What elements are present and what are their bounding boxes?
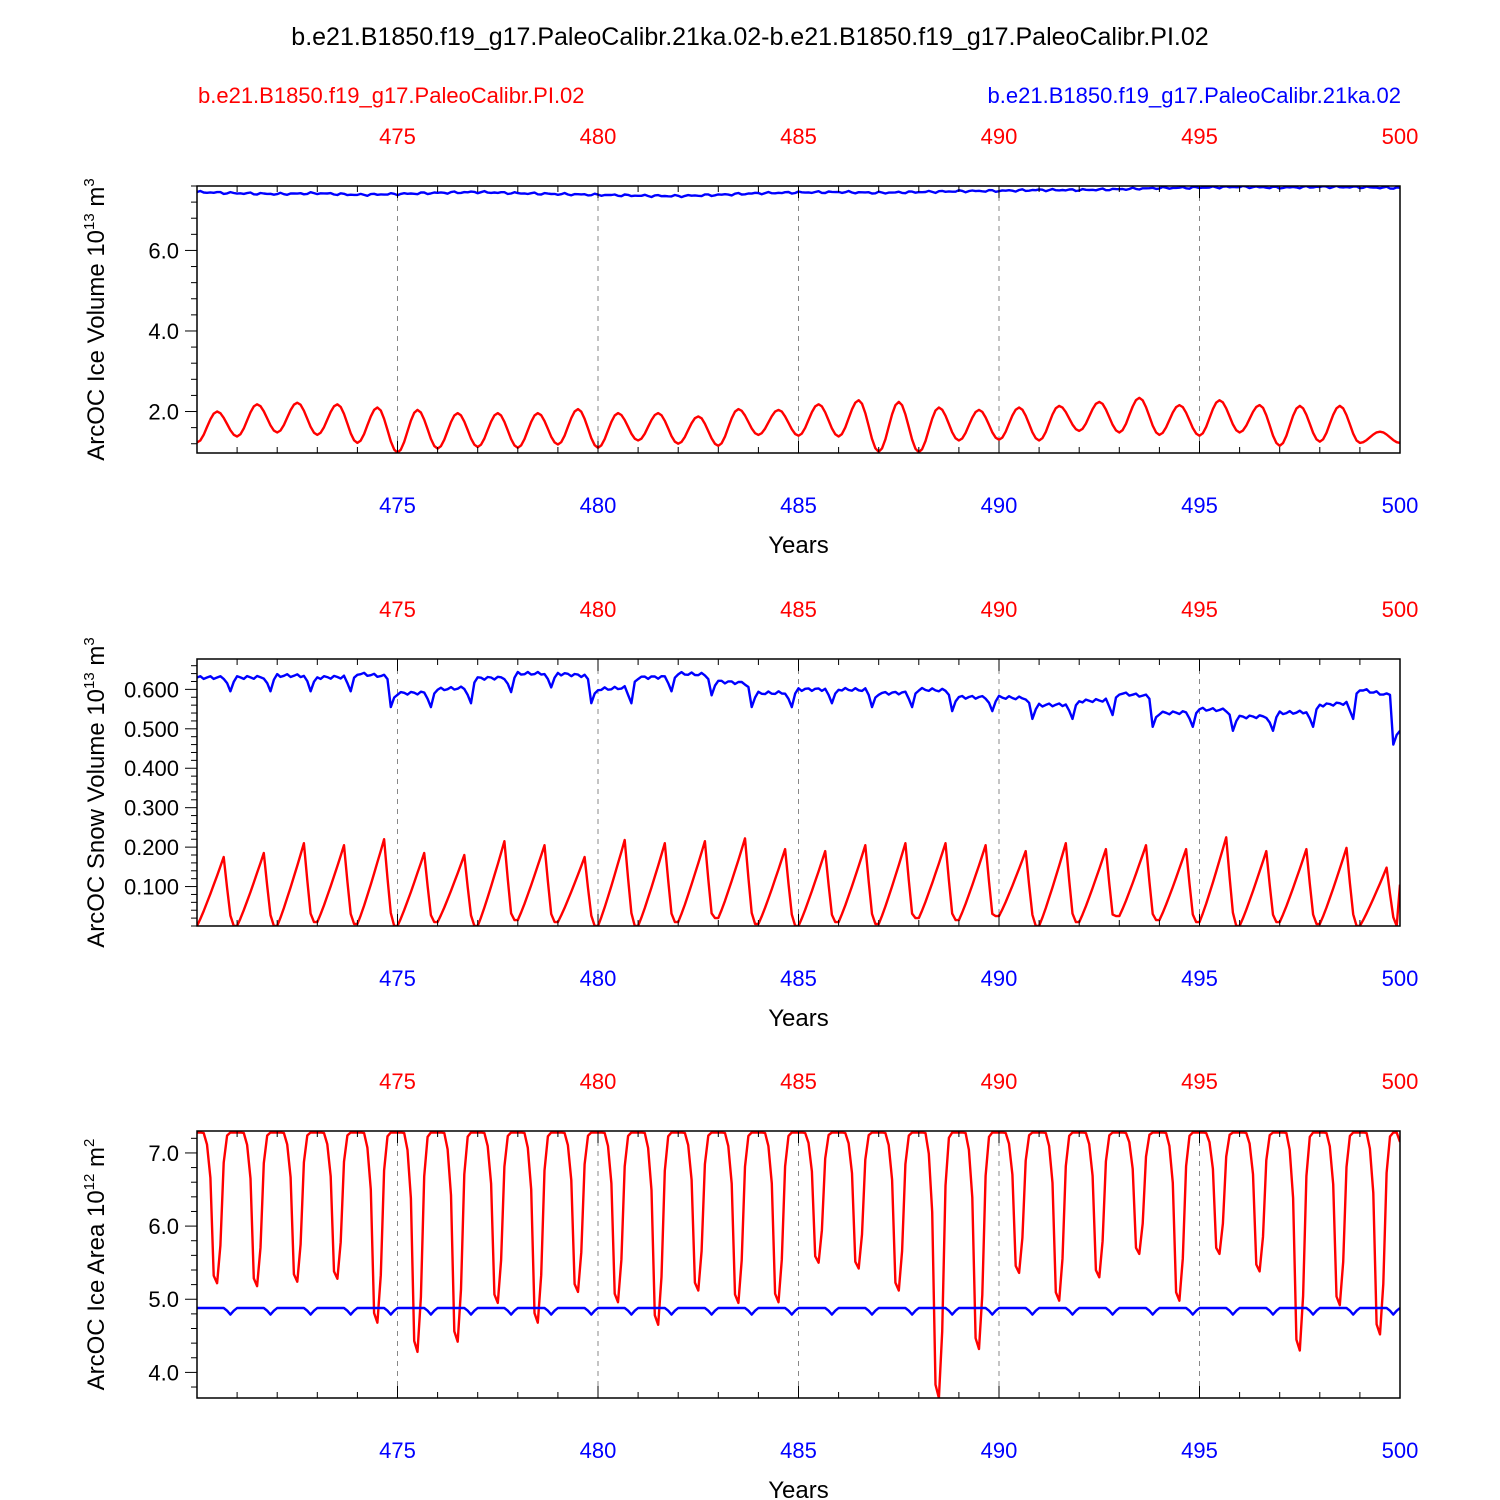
x-tick-label-top: 475 xyxy=(379,1069,416,1094)
x-tick-label-bottom: 480 xyxy=(580,966,617,991)
y-tick-label: 4.0 xyxy=(148,1360,179,1385)
x-tick-label-top: 480 xyxy=(580,597,617,622)
x-tick-label-top: 500 xyxy=(1382,597,1419,622)
y-tick-label: 0.300 xyxy=(124,796,179,821)
x-tick-label-bottom: 475 xyxy=(379,493,416,518)
x-tick-label-bottom: 500 xyxy=(1382,966,1419,991)
y-axis-title: ArcOC Ice Volume 1013 m3 xyxy=(81,178,110,460)
x-tick-label-top: 490 xyxy=(981,597,1018,622)
x-tick-label-bottom: 490 xyxy=(981,493,1018,518)
series-line-lgm xyxy=(197,1306,1400,1316)
x-tick-label-bottom: 480 xyxy=(580,1438,617,1463)
chart-panel-1: 2.0 4.0 6.0 475 475 480 480 485 485 490 490 495 495 5… xyxy=(81,124,1418,559)
x-tick-label-bottom: 500 xyxy=(1382,1438,1419,1463)
y-tick-label: 0.500 xyxy=(124,717,179,742)
y-tick-label: 0.200 xyxy=(124,835,179,860)
x-tick-label-top: 475 xyxy=(379,597,416,622)
x-tick-label-top: 480 xyxy=(580,1069,617,1094)
legend-label-pi: b.e21.B1850.f19_g17.PaleoCalibr.PI.02 xyxy=(198,83,585,108)
x-tick-label-bottom: 475 xyxy=(379,1438,416,1463)
x-tick-label-bottom: 475 xyxy=(379,966,416,991)
series-line-lgm xyxy=(197,670,1400,746)
y-tick-label: 5.0 xyxy=(148,1287,179,1312)
x-tick-label-top: 500 xyxy=(1382,1069,1419,1094)
x-tick-label-bottom: 485 xyxy=(780,493,817,518)
x-tick-label-bottom: 485 xyxy=(780,1438,817,1463)
y-tick-label: 6.0 xyxy=(148,238,179,263)
y-tick-label: 7.0 xyxy=(148,1141,179,1166)
x-tick-label-top: 490 xyxy=(981,1069,1018,1094)
x-tick-label-bottom: 480 xyxy=(580,493,617,518)
main-title: b.e21.B1850.f19_g17.PaleoCalibr.21ka.02-… xyxy=(291,23,1208,51)
x-tick-label-bottom: 495 xyxy=(1181,493,1218,518)
y-axis-title: ArcOC Ice Area 1012 m2 xyxy=(81,1139,110,1391)
x-tick-label-bottom: 500 xyxy=(1382,493,1419,518)
x-tick-label-top: 495 xyxy=(1181,124,1218,149)
y-tick-label: 6.0 xyxy=(148,1214,179,1239)
x-tick-label-bottom: 490 xyxy=(981,1438,1018,1463)
x-tick-label-top: 475 xyxy=(379,124,416,149)
x-tick-label-bottom: 490 xyxy=(981,966,1018,991)
x-axis-title: Years xyxy=(768,532,829,559)
x-tick-label-bottom: 495 xyxy=(1181,1438,1218,1463)
x-tick-label-top: 490 xyxy=(981,124,1018,149)
chart-panel-3: 4.0 5.0 6.0 7.0 475 475 480 480 485 485 490 490 495 4… xyxy=(81,1069,1418,1500)
x-tick-label-top: 495 xyxy=(1181,1069,1218,1094)
y-tick-label: 0.400 xyxy=(124,756,179,781)
x-tick-label-top: 485 xyxy=(780,597,817,622)
y-tick-label: 4.0 xyxy=(148,319,179,344)
legend-label-21ka: b.e21.B1850.f19_g17.PaleoCalibr.21ka.02 xyxy=(988,83,1401,108)
x-tick-label-top: 495 xyxy=(1181,597,1218,622)
y-axis-title: ArcOC Snow Volume 1013 m3 xyxy=(81,637,110,948)
y-tick-label: 0.600 xyxy=(124,677,179,702)
x-axis-title: Years xyxy=(768,1477,829,1500)
x-tick-label-top: 485 xyxy=(780,1069,817,1094)
y-tick-label: 2.0 xyxy=(148,400,179,425)
x-axis-title: Years xyxy=(768,1005,829,1032)
x-tick-label-bottom: 485 xyxy=(780,966,817,991)
x-tick-label-bottom: 495 xyxy=(1181,966,1218,991)
x-tick-label-top: 500 xyxy=(1382,124,1419,149)
x-tick-label-top: 485 xyxy=(780,124,817,149)
chart-panel-2: 0.100 0.200 0.300 0.400 0.500 0.600 475 475 480 4… xyxy=(81,597,1418,1032)
chart-panels: 2.0 4.0 6.0 475 475 480 480 485 485 490 490 495 495 5… xyxy=(81,124,1418,1500)
x-tick-label-top: 480 xyxy=(580,124,617,149)
y-tick-label: 0.100 xyxy=(124,875,179,900)
